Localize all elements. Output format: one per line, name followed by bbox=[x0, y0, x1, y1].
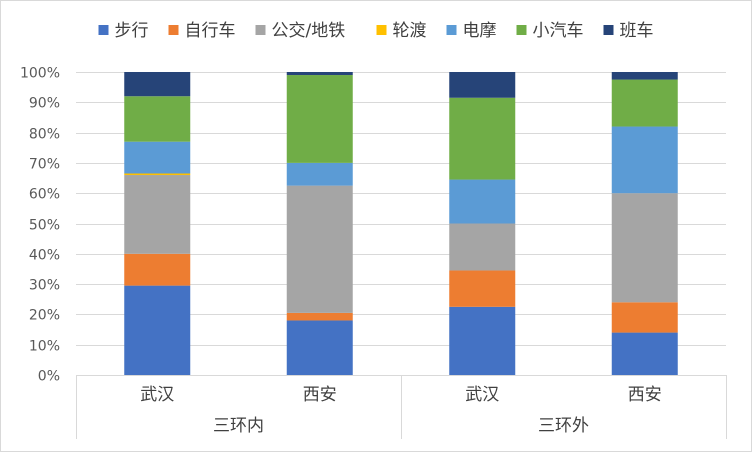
x-category-label: 西安 bbox=[628, 385, 662, 405]
bar-segment bbox=[286, 185, 353, 313]
bar-segment bbox=[286, 75, 353, 163]
legend-swatch bbox=[603, 25, 614, 35]
bar-segment bbox=[611, 193, 678, 303]
bar-segment bbox=[449, 223, 516, 271]
y-tick-label: 0% bbox=[38, 369, 60, 385]
x-category-label: 武汉 bbox=[140, 385, 174, 405]
bar-segment bbox=[124, 173, 191, 176]
legend-item: 电摩 bbox=[446, 21, 497, 41]
bar-segment bbox=[286, 312, 353, 321]
legend-item: 公交/地铁 bbox=[255, 21, 346, 41]
bar-segment bbox=[449, 306, 516, 375]
y-tick-label: 90% bbox=[29, 96, 60, 112]
y-tick-label: 60% bbox=[29, 187, 60, 203]
bar-segment bbox=[124, 175, 191, 254]
y-tick-label: 100% bbox=[20, 66, 60, 82]
y-tick-label: 50% bbox=[29, 218, 60, 234]
legend-label: 轮渡 bbox=[393, 21, 427, 41]
bar-segment bbox=[124, 72, 191, 97]
bar-segment bbox=[124, 96, 191, 142]
bar-segment bbox=[286, 72, 353, 76]
x-category-label: 武汉 bbox=[465, 385, 499, 405]
legend-label: 公交/地铁 bbox=[272, 21, 346, 41]
legend-swatch bbox=[446, 25, 457, 35]
legend-item: 自行车 bbox=[168, 21, 236, 41]
bars bbox=[124, 72, 678, 375]
legend-label: 电摩 bbox=[463, 21, 497, 41]
legend-item: 班车 bbox=[603, 21, 654, 41]
bar-segment bbox=[611, 332, 678, 375]
x-category-label: 西安 bbox=[303, 385, 337, 405]
bar-segment bbox=[611, 126, 678, 194]
y-tick-label: 10% bbox=[29, 339, 60, 355]
y-tick-label: 40% bbox=[29, 248, 60, 264]
y-tick-label: 30% bbox=[29, 278, 60, 294]
legend-label: 步行 bbox=[115, 21, 149, 41]
legend-swatch bbox=[98, 25, 109, 35]
bar-segment bbox=[286, 162, 353, 186]
y-tick-label: 20% bbox=[29, 308, 60, 324]
legend-label: 小汽车 bbox=[533, 21, 584, 41]
bar-segment bbox=[449, 97, 516, 180]
legend-swatch bbox=[376, 25, 387, 35]
bar-segment bbox=[124, 141, 191, 174]
bar-segment bbox=[449, 179, 516, 224]
y-tick-label: 80% bbox=[29, 127, 60, 143]
bar-segment bbox=[449, 72, 516, 98]
legend-swatch bbox=[255, 25, 266, 35]
y-tick-label: 70% bbox=[29, 157, 60, 173]
x-group-label: 三环外 bbox=[538, 416, 589, 436]
bar-segment bbox=[611, 72, 678, 80]
legend-item: 步行 bbox=[98, 21, 149, 41]
legend-swatch bbox=[516, 25, 527, 35]
legend-item: 小汽车 bbox=[516, 21, 584, 41]
legend: 步行 自行车 公交/地铁 轮渡 电摩 小汽车 班车 bbox=[98, 21, 654, 41]
x-group-label: 三环内 bbox=[213, 416, 264, 436]
legend-swatch bbox=[168, 25, 179, 35]
bar-segment bbox=[611, 302, 678, 333]
legend-item: 轮渡 bbox=[376, 21, 427, 41]
bar-segment bbox=[286, 320, 353, 375]
legend-label: 班车 bbox=[620, 21, 654, 41]
bar-segment bbox=[449, 270, 516, 307]
bar-segment bbox=[611, 79, 678, 127]
legend-label: 自行车 bbox=[185, 21, 236, 41]
y-axis: 0% 10% 20% 30% 40% 50% 60% 70% 80% 90% 100% bbox=[20, 66, 60, 385]
bar-segment bbox=[124, 285, 191, 375]
bar-segment bbox=[124, 253, 191, 286]
